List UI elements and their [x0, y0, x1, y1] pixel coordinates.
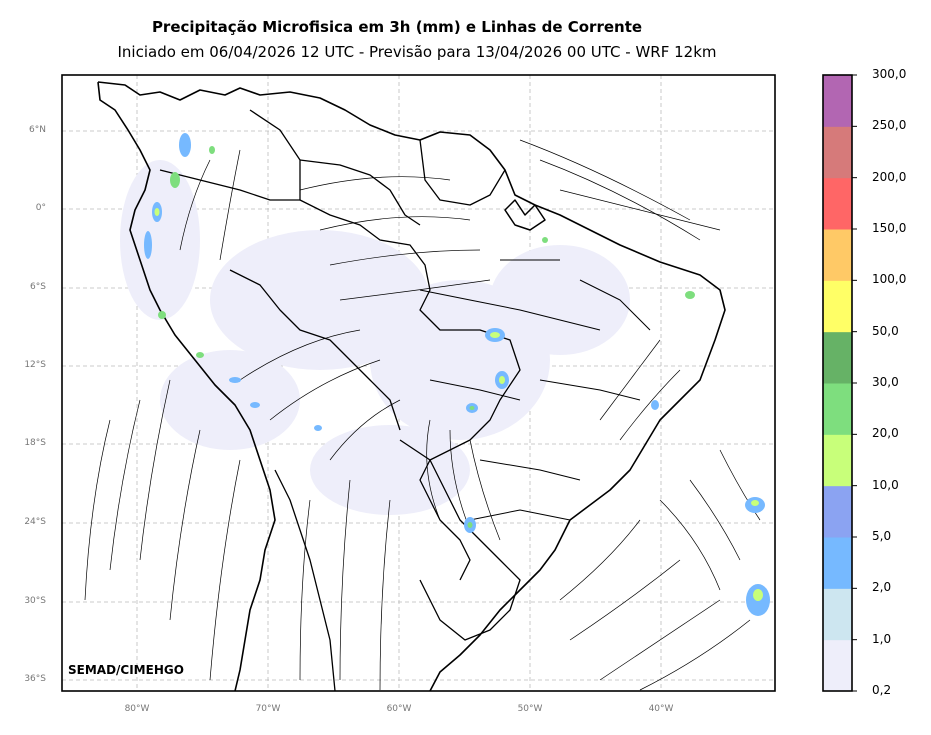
colorbar-segment	[823, 229, 852, 281]
chart-title: Precipitação Microfisica em 3h (mm) e Li…	[151, 18, 643, 36]
streamlines	[84, 139, 761, 691]
lat-label-6s: 6°S	[30, 282, 46, 292]
colorbar-label: 200,0	[872, 169, 907, 184]
colorbar-label: 100,0	[872, 272, 907, 287]
lat-label-6n: 6°N	[29, 125, 46, 135]
colorbar-segment	[823, 485, 852, 538]
colorbar-segment	[823, 434, 852, 487]
colorbar-segment	[823, 537, 852, 589]
colorbar-label: 30,0	[872, 375, 899, 389]
colorbar-frame	[822, 74, 853, 692]
colorbar-label: 300,0	[872, 67, 907, 81]
colombia-border	[159, 109, 301, 201]
credit-label: SEMAD/CIMEHGO	[68, 663, 184, 677]
lon-label-40w: 40°W	[648, 704, 674, 714]
lon-label-80w: 80°W	[124, 704, 150, 714]
colorbar-label: 0,2	[872, 683, 892, 697]
lat-label-36s: 36°S	[24, 674, 46, 684]
lat-label-30s: 30°S	[24, 596, 46, 606]
colorbar-segment	[823, 75, 852, 127]
brazil-states	[419, 259, 651, 521]
lat-label-0: 0°	[35, 203, 46, 213]
lon-label-70w: 70°W	[255, 704, 281, 714]
south-america-coastline	[97, 81, 726, 691]
colorbar-segment	[823, 280, 852, 333]
guianas-border	[419, 139, 506, 206]
colorbar-segment	[823, 126, 852, 179]
colorbar-segment	[823, 383, 852, 435]
map-frame	[61, 74, 776, 692]
colorbar-label: 250,0	[872, 118, 907, 133]
colorbar-segment	[823, 177, 852, 230]
colorbar-label: 10,0	[872, 477, 899, 492]
amazon-delta	[504, 199, 546, 231]
lon-label-50w: 50°W	[517, 704, 543, 714]
colorbar-label: 150,0	[872, 221, 907, 235]
lat-label-18s: 18°S	[24, 438, 46, 448]
colorbar-segment	[823, 639, 852, 692]
brazil-border	[299, 199, 521, 581]
lat-label-12s: 12°S	[24, 360, 46, 370]
country-borders	[97, 81, 726, 691]
paraguay-uruguay-border	[399, 439, 521, 641]
colorbar-segment	[823, 588, 852, 641]
colorbar-label: 20,0	[872, 426, 899, 441]
colorbar-label: 50,0	[872, 323, 899, 338]
lat-label-24s: 24°S	[24, 517, 46, 527]
precipitation-light-areas	[120, 160, 630, 515]
argentina-chile-border	[274, 469, 336, 691]
peru-bolivia-border	[229, 269, 401, 431]
colorbar-label: 1,0	[872, 631, 892, 646]
precipitation-cells	[144, 133, 770, 616]
chart-subtitle: Iniciado em 06/04/2026 12 UTC - Previsão…	[117, 43, 717, 61]
colorbar-label: 2,0	[872, 580, 892, 595]
lon-label-60w: 60°W	[386, 704, 412, 714]
colorbar-label: 5,0	[872, 529, 892, 543]
colorbar	[823, 74, 857, 692]
colorbar-segment	[823, 331, 852, 384]
